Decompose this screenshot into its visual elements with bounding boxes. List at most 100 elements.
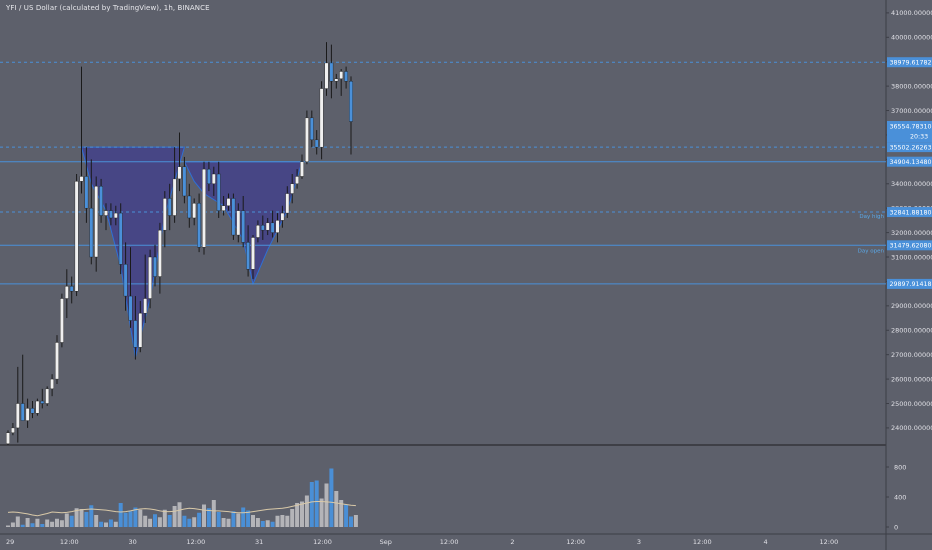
price-tick-label: 26000.00000: [891, 375, 932, 383]
volume-bar: [349, 516, 353, 527]
volume-bar: [177, 502, 182, 527]
level-price-label: 34904.13480: [890, 159, 932, 166]
candle-body: [339, 71, 344, 79]
volume-bar: [167, 515, 172, 527]
candle-body: [167, 198, 172, 216]
price-tick-label: 28000.00000: [891, 327, 932, 335]
candle-body: [55, 342, 59, 380]
volume-bar: [113, 521, 118, 527]
volume-bar: [275, 515, 280, 527]
candle-body: [153, 256, 157, 277]
volume-bar: [187, 518, 192, 527]
candle-body: [157, 229, 162, 277]
price-tick-label: 40000.00000: [891, 34, 932, 42]
volume-bar: [260, 521, 265, 527]
candle-body: [265, 222, 270, 231]
price-axis[interactable]: 24000.00000 25000.00000 26000.00000 27000.0…: [886, 9, 932, 531]
volume-bar: [64, 513, 69, 527]
volume-bar: [202, 504, 206, 527]
candle-body: [329, 62, 334, 82]
volume-bar: [334, 491, 339, 527]
volume-pane: [6, 468, 358, 527]
volume-bar: [182, 515, 187, 527]
time-tick-label: 12:00: [820, 538, 839, 546]
volume-bar: [69, 515, 74, 527]
volume-bar: [99, 521, 104, 527]
volume-bar: [108, 519, 113, 527]
volume-bar: [40, 524, 45, 527]
volume-bar: [314, 480, 319, 527]
day-open-label: Day open: [858, 248, 885, 254]
volume-bar: [79, 509, 84, 527]
volume-bar: [309, 482, 314, 527]
candle-body: [251, 237, 255, 270]
candle-body: [133, 320, 138, 348]
volume-bar: [162, 509, 167, 527]
volume-bar: [118, 503, 123, 527]
time-axis[interactable]: 29 12:00 30 12:00 31 12:00 Sep 12:00 2 12:00 3 12:0…: [6, 538, 838, 546]
candle-body: [300, 161, 304, 177]
candle-body: [236, 210, 241, 236]
volume-bar: [270, 521, 275, 527]
candle-body: [202, 168, 206, 248]
time-tick-label: 3: [637, 538, 641, 546]
time-tick-label: 12:00: [566, 538, 585, 546]
candle-body: [118, 212, 123, 265]
price-tick-label: 24000.00000: [891, 424, 932, 432]
candle-body: [108, 210, 113, 219]
candle-body: [221, 205, 226, 211]
volume-bar: [300, 501, 304, 527]
level-price-label-bg: [887, 278, 932, 289]
price-tick-label: 37000.00000: [891, 107, 932, 115]
candle-body: [192, 203, 197, 219]
candle-body: [113, 212, 118, 219]
time-tick-label: 12:00: [187, 538, 206, 546]
price-tick-label: 27000.00000: [891, 351, 932, 359]
level-price-label: 35502.26263: [890, 144, 932, 151]
volume-bar: [353, 515, 358, 527]
volume-bar: [255, 518, 260, 527]
volume-bar: [231, 511, 236, 527]
volume-bar: [216, 512, 221, 527]
volume-bar: [94, 515, 99, 527]
current-price-bg: [887, 121, 932, 142]
volume-bar: [265, 520, 270, 527]
price-tick-label: 34000.00000: [891, 180, 932, 188]
volume-bar: [128, 511, 133, 527]
volume-bar: [280, 515, 285, 527]
candle-body: [25, 408, 30, 421]
candle-body: [314, 139, 319, 148]
volume-bar: [20, 524, 25, 527]
candle-body: [94, 186, 99, 258]
level-price-label: 29897.91418: [890, 281, 932, 288]
volume-bar: [84, 512, 89, 527]
volume-ma-line: [7, 501, 356, 517]
volume-bar: [133, 507, 138, 527]
candle-body: [295, 176, 299, 184]
volume-bar: [211, 500, 216, 527]
candle-body: [172, 178, 177, 216]
candle-body: [275, 220, 280, 233]
candle-body: [319, 88, 324, 148]
time-tick-label: 12:00: [60, 538, 79, 546]
candle-body: [79, 176, 84, 182]
candle-body: [15, 403, 20, 429]
time-tick-label: 4: [764, 538, 768, 546]
level-price-label-bg: [887, 207, 932, 218]
candle-body: [123, 264, 128, 297]
time-tick-label: 2: [510, 538, 514, 546]
volume-bar: [304, 495, 309, 527]
candle-body: [309, 117, 314, 141]
candle-body: [285, 193, 290, 214]
time-tick-label: 30: [128, 538, 136, 546]
volume-bar: [329, 468, 334, 527]
candle-body: [99, 186, 104, 216]
price-tick-label: 29000.00000: [891, 302, 932, 310]
candle-body: [260, 225, 265, 231]
day-high-label: Day high: [859, 214, 884, 220]
price-tick-label: 25000.00000: [891, 400, 932, 408]
volume-bar: [45, 519, 50, 527]
volume-bar: [138, 509, 143, 527]
